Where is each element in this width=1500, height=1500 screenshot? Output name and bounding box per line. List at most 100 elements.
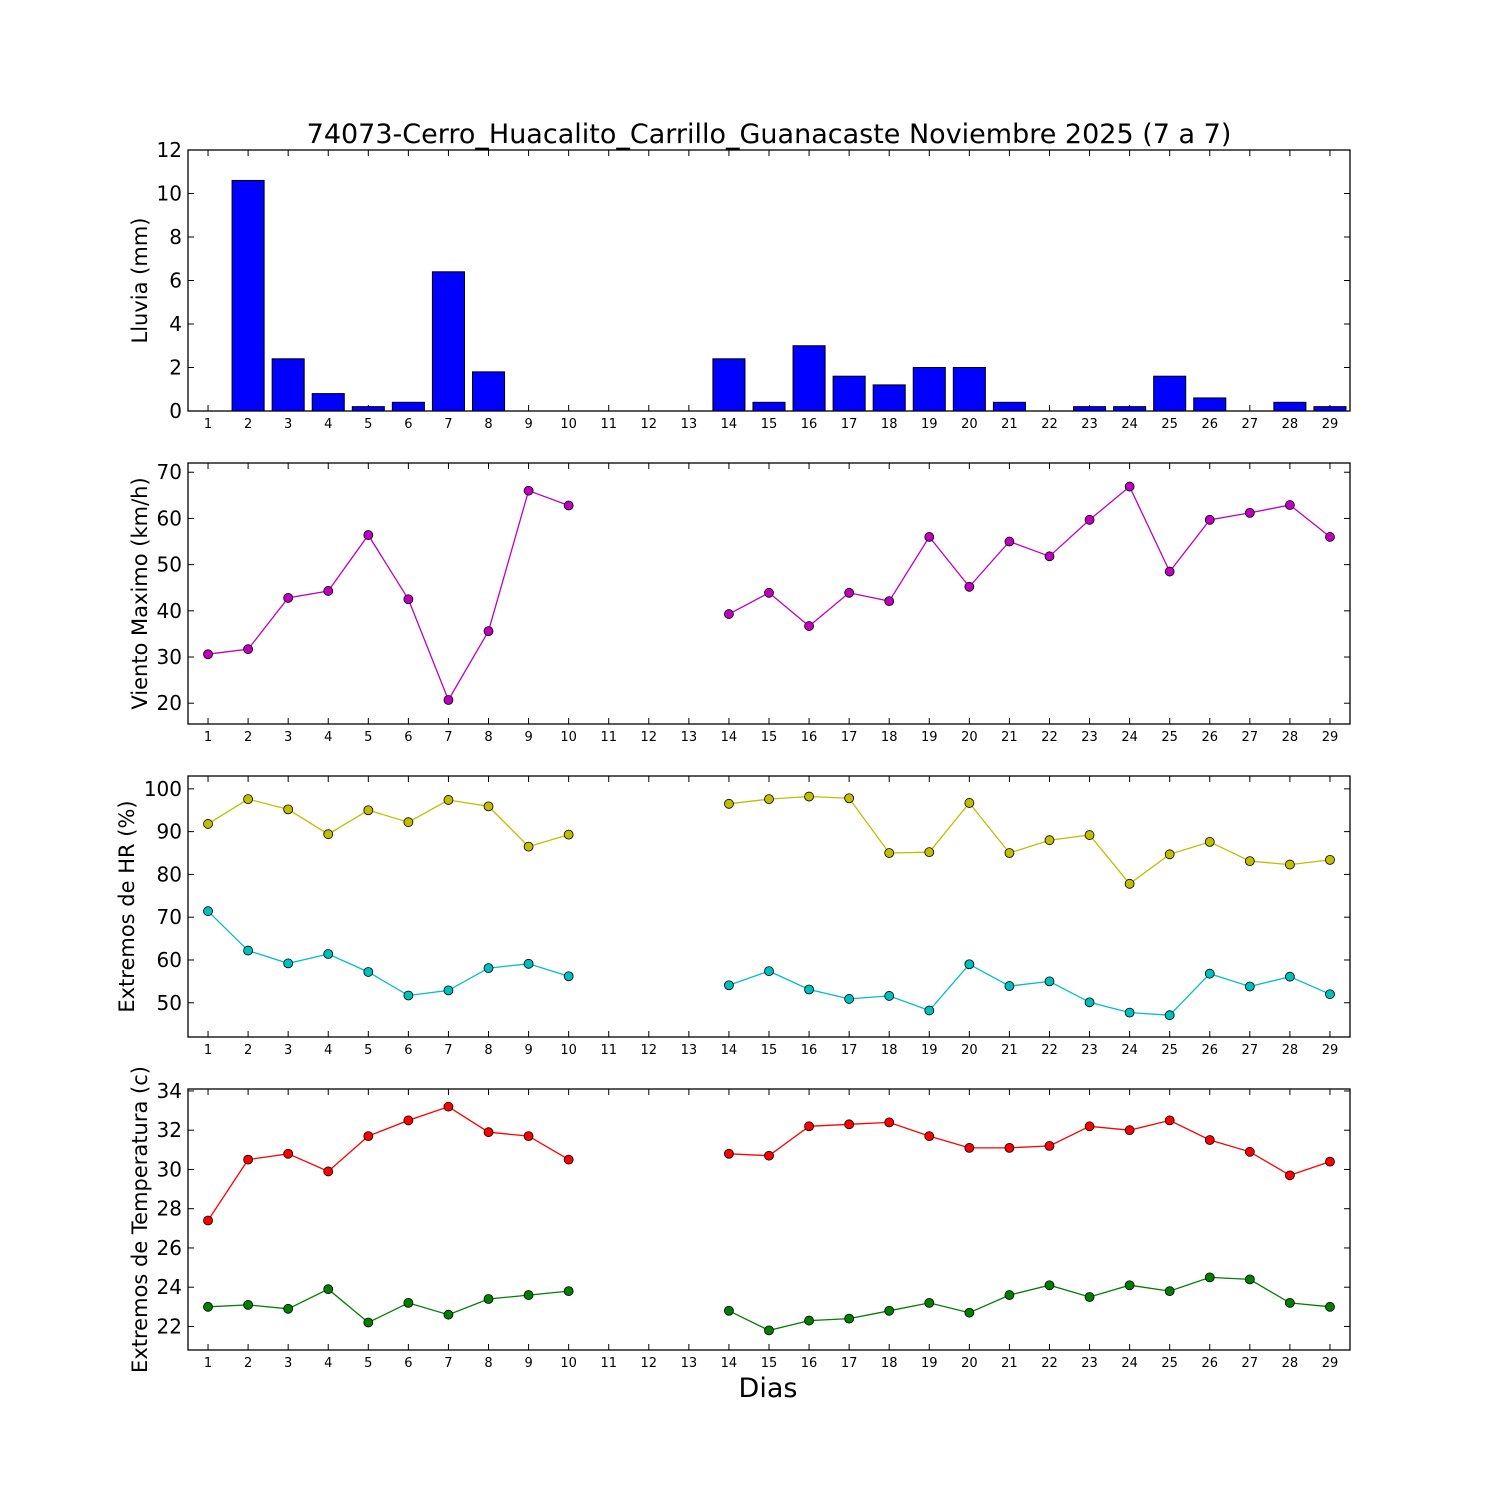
point-series-1-day-28 bbox=[1284, 500, 1295, 510]
series-line-2 bbox=[728, 963, 1331, 1016]
point-series-1-day-17 bbox=[844, 1119, 855, 1130]
point-series-1-day-2 bbox=[243, 1154, 254, 1165]
point-series-1-day-19 bbox=[924, 532, 935, 542]
y-axis-label: Lluvia (mm) bbox=[128, 218, 152, 344]
x-tick-label: 12 bbox=[641, 1043, 658, 1058]
x-tick-label: 21 bbox=[1001, 1043, 1018, 1058]
x-tick-label: 2 bbox=[244, 417, 252, 432]
point-series-2-day-25 bbox=[1164, 1286, 1175, 1297]
point-series-2-day-22 bbox=[1044, 976, 1055, 987]
point-series-2-day-4 bbox=[323, 1284, 334, 1295]
y-tick-label: 2 bbox=[169, 356, 182, 380]
point-series-1-day-14 bbox=[724, 1148, 734, 1159]
x-tick-label: 2 bbox=[244, 1043, 252, 1058]
y-tick-label: 10 bbox=[157, 182, 182, 206]
point-series-1-day-10 bbox=[563, 1154, 574, 1165]
point-series-1-day-2 bbox=[243, 794, 254, 805]
point-series-1-day-3 bbox=[283, 592, 294, 603]
point-series-2-day-29 bbox=[1325, 989, 1335, 1000]
x-tick-label: 25 bbox=[1161, 417, 1178, 432]
x-tick-label: 16 bbox=[801, 730, 818, 745]
bar-day-14 bbox=[712, 358, 746, 412]
x-tick-label: 15 bbox=[761, 417, 778, 432]
x-tick-label: 4 bbox=[324, 730, 332, 745]
point-series-2-day-16 bbox=[804, 984, 814, 995]
point-series-2-day-27 bbox=[1244, 1274, 1255, 1285]
y-tick-label: 6 bbox=[169, 269, 182, 293]
bar-day-26 bbox=[1193, 397, 1227, 412]
x-tick-label: 15 bbox=[761, 1356, 778, 1371]
point-series-1-day-5 bbox=[363, 530, 374, 540]
point-series-1-day-22 bbox=[1044, 1141, 1055, 1151]
point-series-1-day-20 bbox=[964, 798, 975, 808]
x-tick-label: 17 bbox=[841, 417, 858, 432]
x-tick-label: 29 bbox=[1322, 1356, 1339, 1371]
x-tick-label: 8 bbox=[484, 730, 492, 745]
x-tick-label: 14 bbox=[721, 1356, 738, 1371]
series-line-1 bbox=[207, 798, 569, 848]
point-series-1-day-6 bbox=[403, 1115, 414, 1126]
point-series-1-day-9 bbox=[523, 1131, 534, 1141]
y-tick-label: 4 bbox=[169, 312, 182, 336]
point-series-1-day-22 bbox=[1044, 835, 1055, 846]
point-series-1-day-4 bbox=[323, 1166, 334, 1177]
y-tick-label: 50 bbox=[157, 991, 182, 1015]
point-series-1-day-14 bbox=[724, 609, 734, 619]
series-line-2 bbox=[207, 910, 569, 997]
x-tick-label: 28 bbox=[1282, 1043, 1299, 1058]
y-tick-label: 32 bbox=[157, 1118, 182, 1142]
x-tick-label: 15 bbox=[761, 730, 778, 745]
series-line-2 bbox=[207, 1288, 569, 1324]
x-tick-label: 23 bbox=[1081, 1043, 1098, 1058]
point-series-2-day-25 bbox=[1164, 1010, 1175, 1021]
y-tick-label: 30 bbox=[157, 645, 182, 669]
point-series-2-day-27 bbox=[1244, 981, 1255, 992]
x-tick-label: 6 bbox=[404, 730, 412, 745]
x-tick-label: 21 bbox=[1001, 417, 1018, 432]
bar-day-24 bbox=[1113, 406, 1147, 412]
bar-day-25 bbox=[1153, 375, 1187, 412]
x-tick-label: 13 bbox=[681, 1043, 698, 1058]
x-tick-label: 13 bbox=[681, 730, 698, 745]
point-series-1-day-1 bbox=[203, 649, 213, 660]
x-tick-label: 1 bbox=[204, 1043, 212, 1058]
y-tick-label: 22 bbox=[157, 1314, 182, 1338]
point-series-1-day-23 bbox=[1084, 514, 1095, 525]
x-tick-label: 6 bbox=[404, 417, 412, 432]
x-tick-label: 12 bbox=[641, 417, 658, 432]
y-tick-label: 60 bbox=[157, 948, 182, 972]
point-series-1-day-18 bbox=[884, 848, 895, 858]
point-series-2-day-29 bbox=[1325, 1301, 1335, 1312]
x-tick-label: 22 bbox=[1041, 417, 1058, 432]
x-tick-label: 10 bbox=[560, 730, 577, 745]
point-series-2-day-21 bbox=[1004, 981, 1015, 991]
point-series-1-day-15 bbox=[764, 794, 774, 805]
x-tick-label: 5 bbox=[364, 1043, 372, 1058]
point-series-1-day-16 bbox=[804, 1121, 814, 1132]
x-tick-label: 26 bbox=[1201, 730, 1218, 745]
x-tick-label: 9 bbox=[524, 417, 532, 432]
point-series-2-day-19 bbox=[924, 1298, 935, 1308]
x-tick-label: 14 bbox=[721, 417, 738, 432]
y-tick-label: 100 bbox=[144, 777, 182, 801]
x-tick-label: 4 bbox=[324, 417, 332, 432]
point-series-2-day-23 bbox=[1084, 997, 1095, 1008]
x-tick-label: 26 bbox=[1201, 417, 1218, 432]
x-tick-label: 14 bbox=[721, 730, 738, 745]
point-series-1-day-14 bbox=[724, 798, 734, 809]
figure-title: 74073-Cerro_Huacalito_Carrillo_Guanacast… bbox=[307, 119, 1232, 150]
y-tick-label: 80 bbox=[157, 862, 182, 886]
point-series-1-day-15 bbox=[764, 587, 774, 598]
point-series-1-day-23 bbox=[1084, 1121, 1095, 1132]
x-tick-label: 4 bbox=[324, 1043, 332, 1058]
point-series-2-day-5 bbox=[363, 967, 374, 977]
x-tick-label: 3 bbox=[284, 1356, 292, 1371]
x-tick-label: 19 bbox=[921, 1356, 938, 1371]
point-series-2-day-2 bbox=[243, 945, 254, 956]
point-series-2-day-3 bbox=[283, 958, 294, 969]
point-series-2-day-28 bbox=[1284, 1298, 1295, 1308]
point-series-1-day-23 bbox=[1084, 830, 1095, 840]
point-series-1-day-26 bbox=[1204, 514, 1215, 525]
y-tick-label: 20 bbox=[157, 691, 182, 715]
